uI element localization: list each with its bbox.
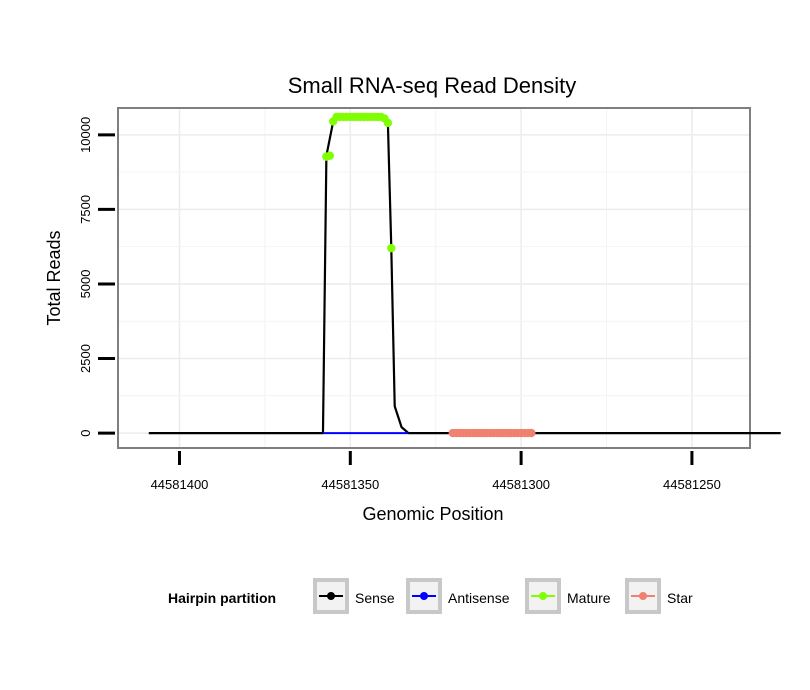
legend-label-star: Star: [667, 590, 693, 606]
legend-item-sense: Sense: [313, 578, 395, 614]
series-mature-point: [325, 151, 335, 160]
series-mature-point: [383, 118, 393, 128]
legend-item-mature: Mature: [525, 578, 611, 614]
x-tick-label: 44581300: [492, 477, 550, 492]
legend-items: Sense Antisense Mature Star: [313, 578, 693, 614]
legend-item-star: Star: [625, 578, 693, 614]
legend: Hairpin partition Sense Antisense Mature St…: [168, 578, 693, 614]
legend-title: Hairpin partition: [168, 590, 276, 606]
legend-key-point-mature: [539, 592, 547, 600]
legend-label-mature: Mature: [567, 590, 611, 606]
axis-layer: 44581400 44581350 44581300 44581250 0 2500 500…: [78, 117, 721, 492]
series-mature-point: [387, 243, 396, 253]
legend-key-point-antisense: [420, 592, 428, 600]
chart-title: Small RNA-seq Read Density: [288, 73, 577, 98]
series-layer: [148, 112, 781, 438]
y-tick-label: 5000: [78, 270, 93, 299]
legend-label-antisense: Antisense: [448, 590, 510, 606]
y-axis-title: Total Reads: [44, 230, 64, 325]
y-tick-label: 7500: [78, 195, 93, 224]
legend-label-sense: Sense: [355, 590, 395, 606]
legend-key-point-sense: [327, 592, 335, 600]
legend-item-antisense: Antisense: [406, 578, 510, 614]
y-tick-label: 2500: [78, 344, 93, 373]
x-axis-title: Genomic Position: [362, 504, 503, 524]
x-tick-label: 44581350: [321, 477, 379, 492]
y-tick-label: 10000: [78, 117, 93, 153]
x-tick-label: 44581250: [663, 477, 721, 492]
plot-panel-border: [117, 107, 751, 449]
x-tick-label: 44581400: [151, 477, 209, 492]
y-tick-label: 0: [78, 429, 93, 436]
legend-key-point-star: [639, 592, 647, 600]
series-star-point: [527, 428, 536, 438]
